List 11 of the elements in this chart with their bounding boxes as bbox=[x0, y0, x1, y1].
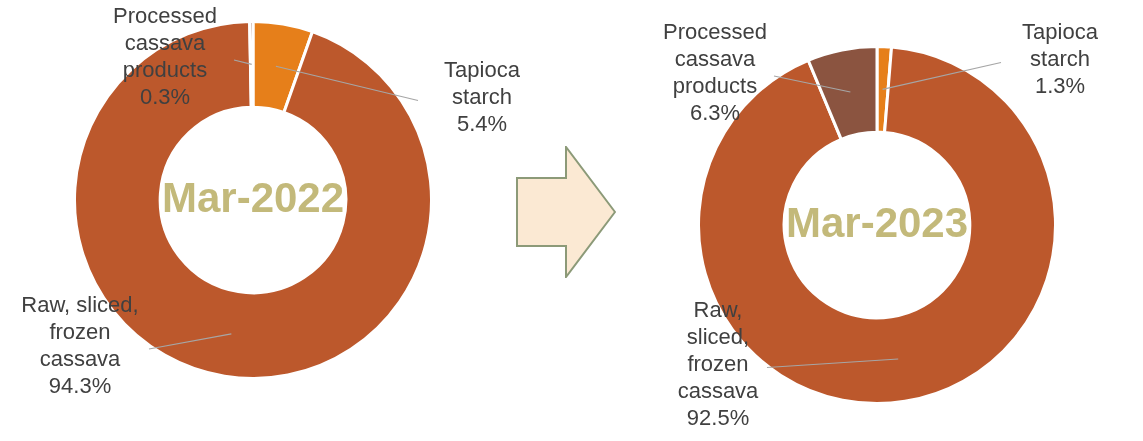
slice-label: Processed cassava products bbox=[663, 19, 767, 99]
data-label: 6.3% bbox=[689, 100, 741, 126]
text: Mar-2022 bbox=[161, 173, 345, 221]
slice-label: Tapioca starch bbox=[1022, 19, 1099, 72]
data-label: 1.3% bbox=[1034, 73, 1086, 99]
data-label: 5.4% bbox=[456, 111, 508, 137]
data-label: 92.5% bbox=[686, 405, 750, 431]
text: Mar-2023 bbox=[785, 198, 969, 246]
slice-label: Tapioca starch bbox=[444, 57, 521, 110]
data-label: 94.3% bbox=[48, 373, 112, 399]
data-label: 0.3% bbox=[139, 84, 191, 110]
